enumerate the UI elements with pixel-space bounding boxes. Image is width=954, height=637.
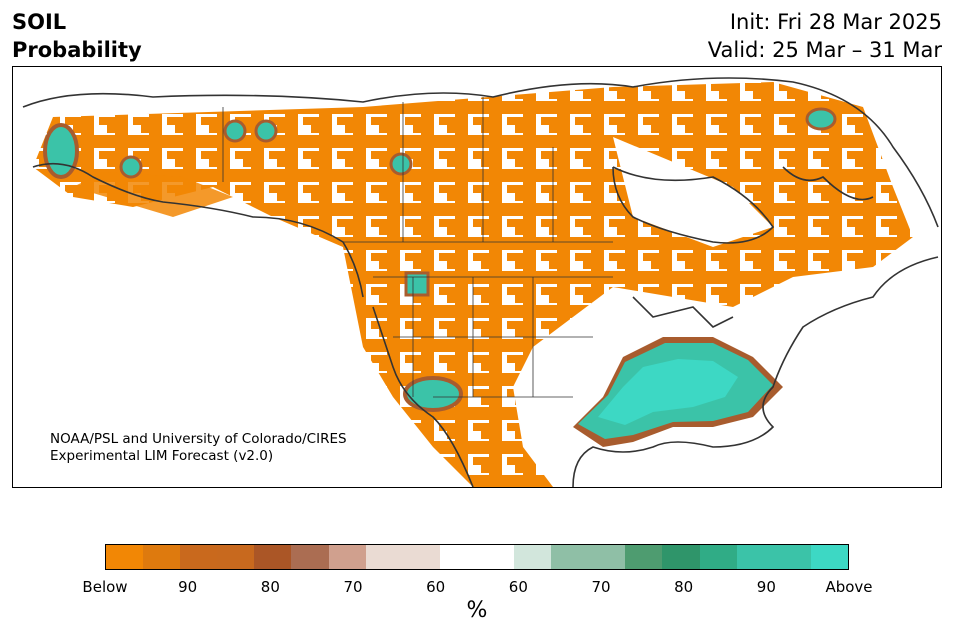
credit-text: NOAA/PSL and University of Colorado/CIRE… — [50, 431, 347, 465]
valid-range: Valid: 25 Mar – 31 Mar — [707, 38, 942, 62]
colorbar-segment — [625, 545, 663, 569]
colorbar-tick-label: 90 — [178, 578, 198, 596]
colorbar-segment — [254, 545, 292, 569]
map-title: SOIL Probability — [12, 8, 142, 64]
colorbar-tick-label: 90 — [756, 578, 776, 596]
above-normal-region — [573, 337, 783, 447]
colorbar-tick-label: 60 — [508, 578, 528, 596]
credit-line-1: NOAA/PSL and University of Colorado/CIRE… — [50, 431, 347, 447]
colorbar-tick-label: 70 — [591, 578, 611, 596]
colorbar-tick-label: 70 — [343, 578, 363, 596]
colorbar-segment — [217, 545, 255, 569]
colorbar-segment — [699, 545, 737, 569]
colorbar-segment — [106, 545, 144, 569]
probability-map: NOAA/PSL and University of Colorado/CIRE… — [22, 77, 939, 487]
init-date: Init: Fri 28 Mar 2025 — [729, 10, 942, 34]
colorbar-segment — [736, 545, 774, 569]
colorbar-segment — [588, 545, 626, 569]
colorbar-segment — [328, 545, 366, 569]
colorbar — [105, 544, 849, 570]
political-borders — [222, 97, 613, 398]
product-label: Probability — [12, 38, 142, 62]
colorbar-segment — [143, 545, 181, 569]
colorbar-tick-label: 80 — [260, 578, 280, 596]
colorbar-segment — [551, 545, 589, 569]
colorbar-segment — [291, 545, 329, 569]
colorbar-unit: % — [466, 598, 488, 623]
colorbar-tick-label: 80 — [674, 578, 694, 596]
colorbar-segment — [810, 545, 848, 569]
colorbar-segment — [514, 545, 552, 569]
colorbar-segment — [365, 545, 403, 569]
credit-line-2: Experimental LIM Forecast (v2.0) — [50, 448, 274, 464]
above-normal-spots — [43, 107, 837, 412]
colorbar-tick-label: Above — [825, 578, 873, 596]
colorbar-segment — [402, 545, 440, 569]
colorbar-segment — [476, 545, 515, 569]
forecast-dates: Init: Fri 28 Mar 2025 Valid: 25 Mar – 31… — [708, 8, 942, 64]
coastlines — [22, 77, 939, 487]
colorbar-tick-label: Below — [82, 578, 128, 596]
colorbar-segment — [180, 545, 218, 569]
variable-label: SOIL — [12, 10, 67, 34]
colorbar-segment — [439, 545, 477, 569]
colorbar-segment — [662, 545, 700, 569]
colorbar-segment — [773, 545, 811, 569]
map-panel: NOAA/PSL and University of Colorado/CIRE… — [12, 66, 942, 488]
colorbar-tick-label: 60 — [426, 578, 446, 596]
